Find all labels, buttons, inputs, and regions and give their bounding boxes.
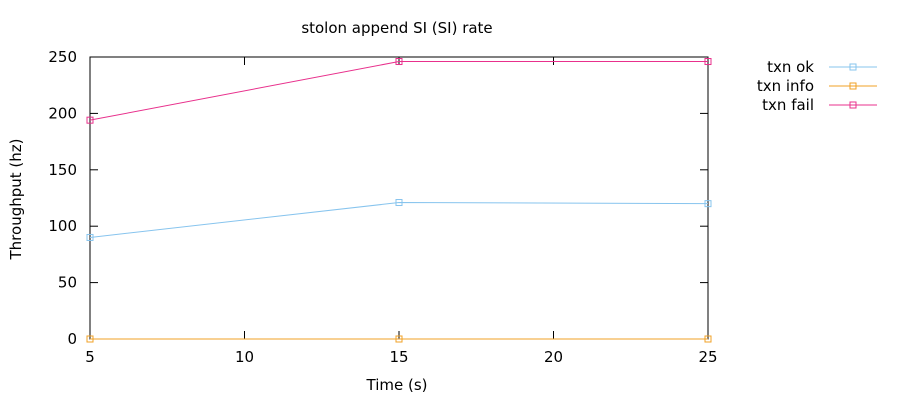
data-point-txn-info	[704, 335, 712, 343]
x-tick-label: 10	[235, 348, 254, 366]
y-tick-label: 50	[58, 274, 77, 292]
x-tick-label: 5	[85, 348, 95, 366]
legend-marker-txn-fail	[849, 101, 857, 109]
plot-area: 0 50 100 150 200 250 5 10 15 20 25	[48, 48, 717, 366]
plot-frame	[89, 56, 709, 340]
data-point-txn-fail	[704, 58, 712, 66]
series-line-txn-ok	[89, 202, 709, 238]
data-point-txn-fail	[86, 116, 94, 124]
data-point-txn-fail	[395, 58, 403, 66]
series-line-txn-fail	[89, 61, 708, 121]
legend-label-txn-fail: txn fail	[762, 96, 814, 114]
data-point-txn-info	[395, 335, 403, 343]
data-point-txn-ok	[395, 199, 403, 207]
chart-title: stolon append SI (SI) rate	[301, 19, 492, 37]
x-tick-label: 15	[389, 348, 408, 366]
data-point-txn-info	[86, 335, 94, 343]
x-tick-label: 25	[698, 348, 717, 366]
data-point-txn-ok	[86, 233, 94, 241]
x-tick-label: 20	[544, 348, 563, 366]
y-tick-label: 150	[48, 161, 77, 179]
data-point-txn-ok	[704, 200, 712, 208]
x-axis-label: Time (s)	[366, 376, 428, 394]
y-tick-label: 100	[48, 217, 77, 235]
y-tick-label: 200	[48, 104, 77, 122]
legend-marker-txn-ok	[849, 63, 857, 71]
y-axis-label: Throughput (hz)	[7, 139, 25, 261]
y-tick-label: 250	[48, 48, 77, 66]
legend-label-txn-ok: txn ok	[767, 58, 814, 76]
legend-marker-txn-info	[849, 82, 857, 90]
y-tick-label: 0	[67, 330, 77, 348]
legend-label-txn-info: txn info	[757, 77, 814, 95]
